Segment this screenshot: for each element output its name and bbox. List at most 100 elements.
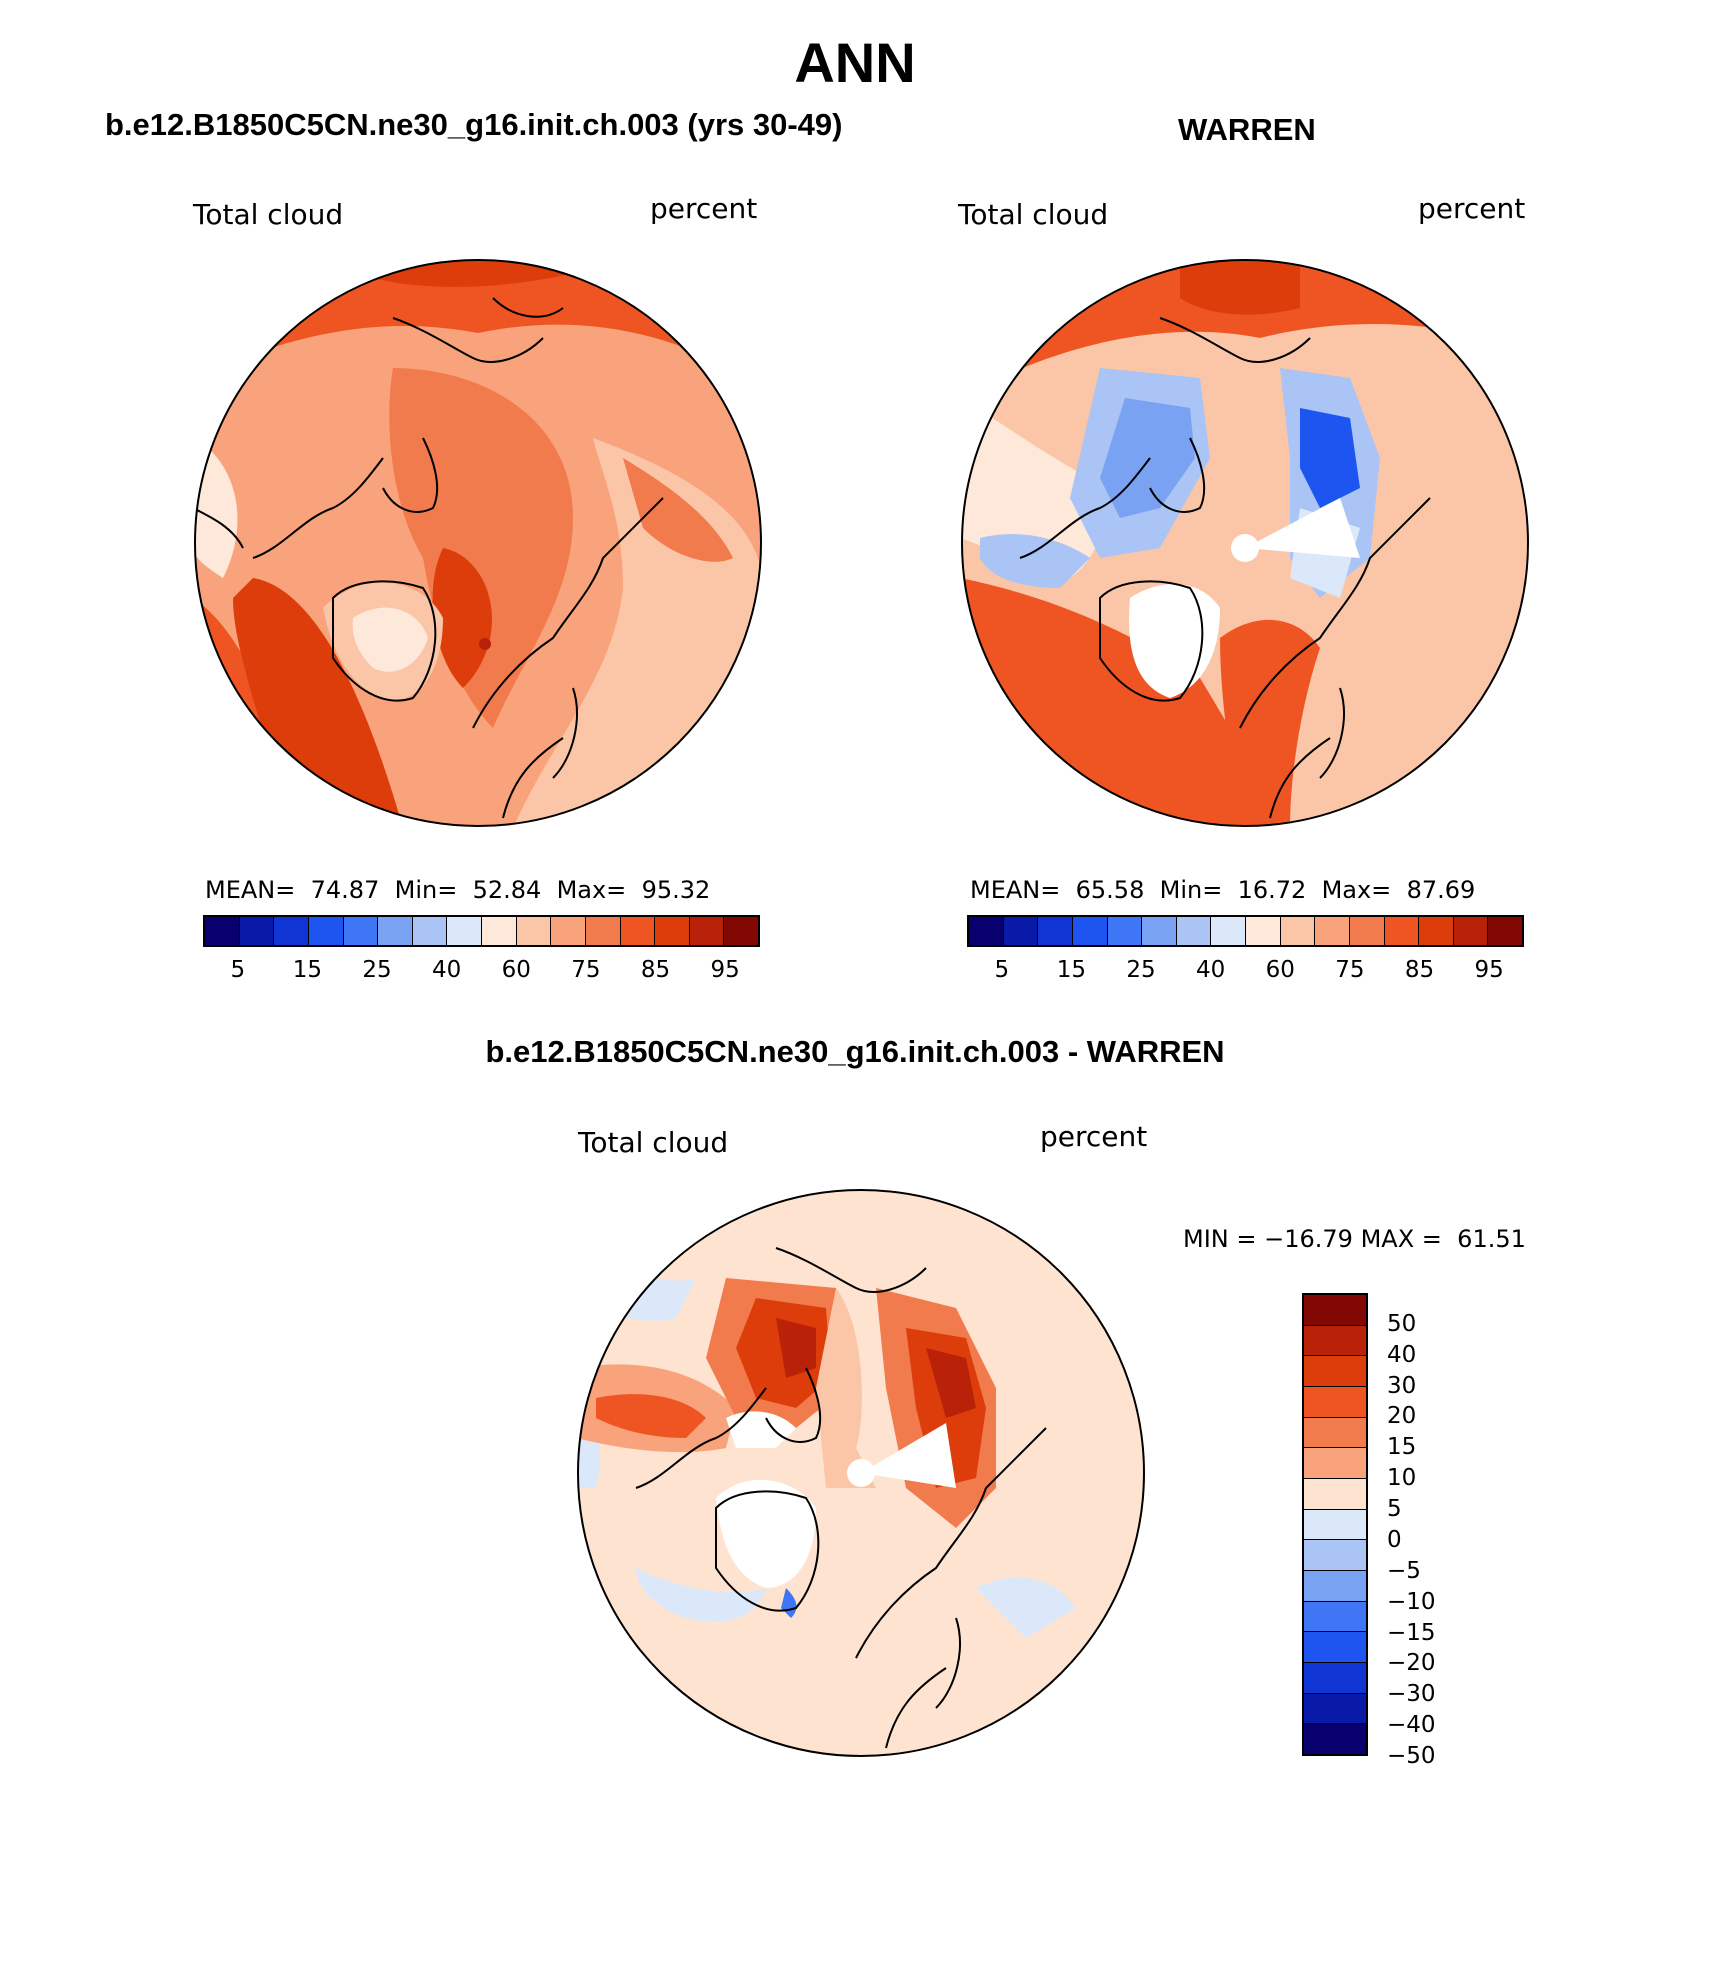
colorbar-tick-label: 50 (1387, 1310, 1417, 1337)
colorbar-tick-label: −50 (1387, 1743, 1436, 1769)
colorbar-swatch (1304, 1663, 1366, 1694)
top-left-max-label: Max= (556, 876, 627, 904)
colorbar-tick-label: 25 (1126, 957, 1156, 983)
colorbar-swatch (1304, 1295, 1366, 1326)
top-left-mean-label: MEAN= (205, 876, 296, 904)
colorbar-swatch (1280, 917, 1316, 945)
top-right-polar-map (961, 259, 1529, 827)
colorbar-swatch (1349, 917, 1385, 945)
top-left-max-value: 95.32 (641, 876, 711, 904)
top-right-case-title: WARREN (1178, 112, 1316, 147)
colorbar-tick-label: 30 (1387, 1372, 1417, 1399)
bottom-polar-map (577, 1189, 1145, 1757)
colorbar-tick-label: 20 (1387, 1403, 1417, 1430)
colorbar-swatch (343, 917, 379, 945)
colorbar-swatch (1072, 917, 1108, 945)
top-left-units-label: percent (650, 192, 758, 225)
colorbar-swatch (689, 917, 725, 945)
top-right-min-value: 16.72 (1237, 876, 1307, 904)
bottom-max-label: MAX = (1360, 1225, 1442, 1253)
colorbar-swatch (1304, 1479, 1366, 1510)
top-left-polar-map (194, 259, 762, 827)
colorbar-tick-label: −5 (1387, 1557, 1421, 1584)
colorbar-tick-label: 15 (292, 957, 323, 983)
colorbar-swatch (1304, 1693, 1366, 1725)
figure-title: ANN (794, 31, 916, 94)
bottom-case-title: b.e12.B1850C5CN.ne30_g16.init.ch.003 - W… (485, 1034, 1225, 1069)
colorbar-tick-label: 5 (1387, 1496, 1402, 1523)
top-right-min-label: Min= (1159, 876, 1223, 904)
top-left-variable-label: Total cloud (193, 198, 344, 231)
top-right-max-value: 87.69 (1406, 876, 1476, 904)
colorbar-tick-label: 60 (1265, 957, 1295, 983)
colorbar-swatch (551, 917, 586, 945)
top-left-min-label: Min= (394, 876, 458, 904)
bottom-min-value: −16.79 (1264, 1225, 1353, 1253)
colorbar-swatch (1304, 1601, 1366, 1633)
colorbar-tick-label: −10 (1387, 1588, 1436, 1615)
top-right-max-label: Max= (1321, 876, 1392, 904)
colorbar-tick-label: −40 (1387, 1712, 1436, 1739)
colorbar-tick-label: 10 (1387, 1465, 1417, 1492)
colorbar-swatch (308, 917, 344, 945)
colorbar-swatch (516, 917, 552, 945)
top-left-case-title: b.e12.B1850C5CN.ne30_g16.init.ch.003 (yr… (105, 107, 843, 142)
colorbar-swatch (1304, 1387, 1366, 1418)
bottom-variable-label: Total cloud (578, 1126, 729, 1159)
colorbar-tick-label: 15 (1387, 1434, 1417, 1461)
colorbar-swatch (969, 917, 1004, 945)
colorbar-swatch (1488, 917, 1522, 945)
colorbar-swatch (1304, 1356, 1366, 1388)
top-left-min-value: 52.84 (472, 876, 542, 904)
colorbar-swatch (1211, 917, 1246, 945)
colorbar-swatch (1384, 917, 1420, 945)
colorbar-tick-label: 40 (1387, 1341, 1417, 1368)
colorbar-swatch (1038, 917, 1073, 945)
colorbar-tick-label: 60 (501, 957, 531, 983)
colorbar-tick-label: −20 (1387, 1650, 1436, 1677)
colorbar-tick-label: 95 (710, 957, 740, 983)
top-right-mean-value: 65.58 (1075, 876, 1145, 904)
colorbar-tick-label: 95 (1474, 957, 1504, 983)
colorbar-swatch (447, 917, 482, 945)
colorbar-tick-label: 40 (1196, 957, 1226, 983)
colorbar-tick-label: 85 (1404, 957, 1435, 983)
colorbar-tick-label: −30 (1387, 1681, 1436, 1708)
colorbar-swatch (1419, 917, 1454, 945)
bottom-units-label: percent (1040, 1120, 1148, 1153)
colorbar-swatch (1246, 917, 1281, 945)
top-right-mean-label: MEAN= (970, 876, 1061, 904)
bottom-colorbar (1302, 1293, 1368, 1756)
colorbar-tick-label: 0 (1387, 1526, 1402, 1553)
colorbar-swatch (585, 917, 621, 945)
colorbar-swatch (1304, 1417, 1366, 1449)
colorbar-swatch (239, 917, 275, 945)
top-left-colorbar (203, 915, 760, 947)
colorbar-tick-label: 15 (1056, 957, 1087, 983)
colorbar-tick-label: 75 (571, 957, 601, 983)
top-right-stats: MEAN= 65.58 Min= 16.72 Max= 87.69 (970, 876, 1475, 904)
colorbar-swatch (1304, 1509, 1366, 1541)
top-right-colorbar (967, 915, 1524, 947)
colorbar-tick-label: 85 (640, 957, 671, 983)
colorbar-swatch (724, 917, 758, 945)
colorbar-tick-label: 75 (1335, 957, 1365, 983)
colorbar-swatch (1304, 1540, 1366, 1572)
top-left-stats: MEAN= 74.87 Min= 52.84 Max= 95.32 (205, 876, 710, 904)
bottom-max-value: 61.51 (1457, 1225, 1526, 1253)
colorbar-tick-label: 40 (432, 957, 462, 983)
colorbar-swatch (1453, 917, 1489, 945)
colorbar-swatch (1107, 917, 1143, 945)
top-right-variable-label: Total cloud (958, 198, 1109, 231)
colorbar-swatch (1304, 1724, 1366, 1755)
colorbar-swatch (1304, 1325, 1366, 1357)
bottom-min-label: MIN = (1183, 1225, 1257, 1253)
colorbar-swatch (412, 917, 448, 945)
bottom-min-max: MIN = −16.79 MAX = 61.51 (1183, 1225, 1526, 1253)
colorbar-tick-label: 5 (994, 957, 1010, 983)
colorbar-swatch (378, 917, 413, 945)
colorbar-swatch (1003, 917, 1039, 945)
colorbar-swatch (1304, 1571, 1366, 1602)
colorbar-tick-label: −15 (1387, 1619, 1436, 1646)
colorbar-swatch (620, 917, 656, 945)
